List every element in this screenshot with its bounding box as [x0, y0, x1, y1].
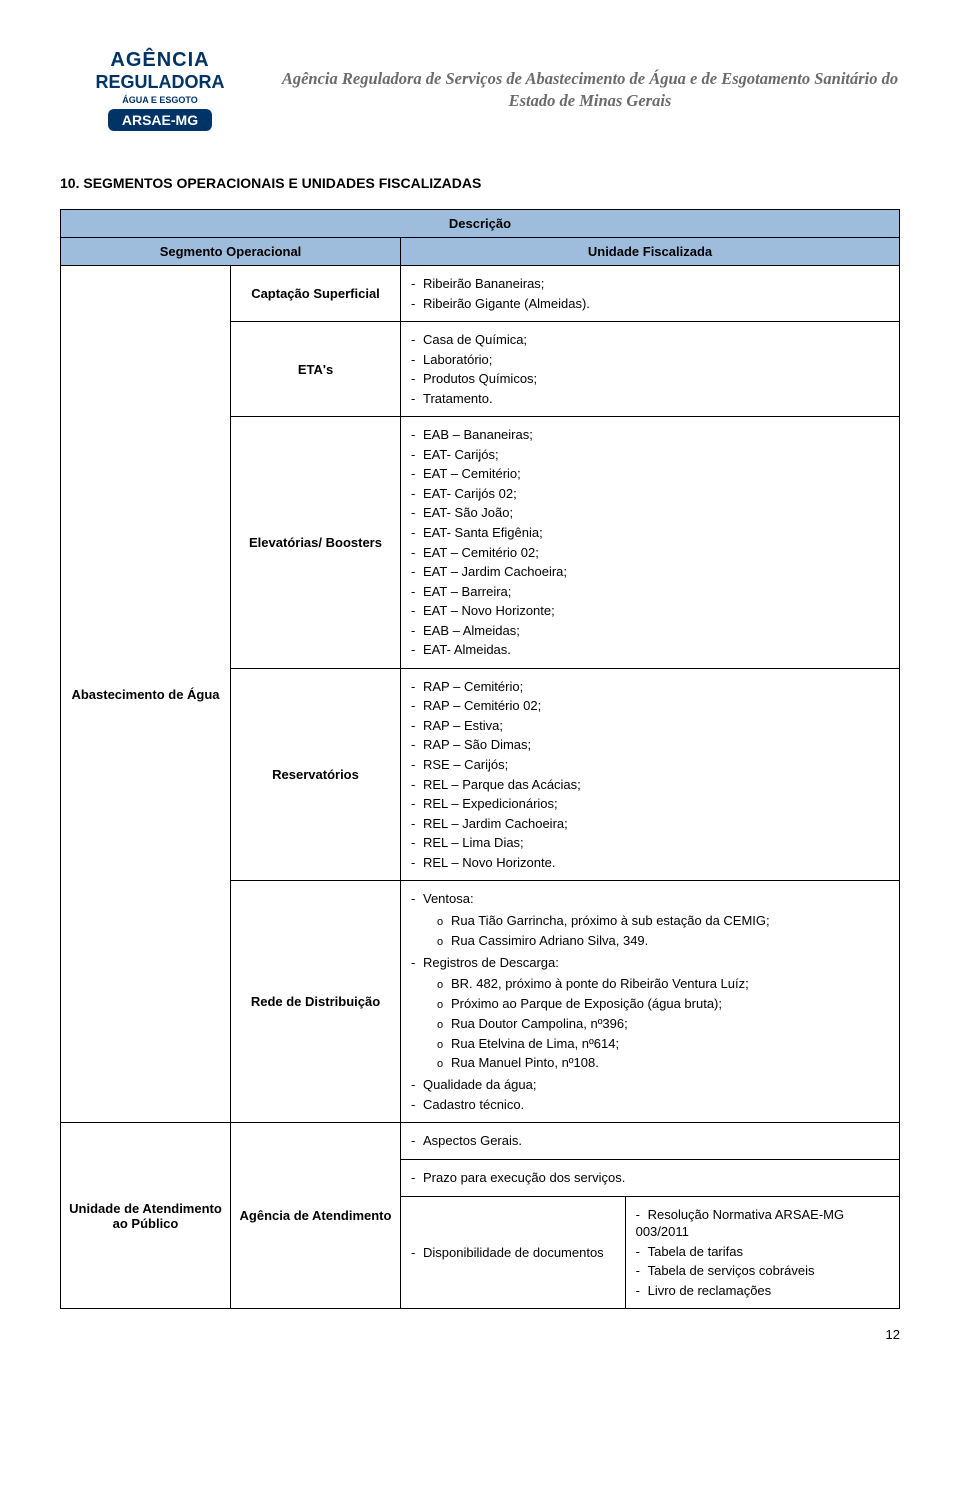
list-item: Ribeirão Bananeiras;	[411, 274, 891, 294]
list-item: Qualidade da água;	[411, 1075, 891, 1095]
seg-elevatorias: Elevatórias/ Boosters	[231, 417, 401, 669]
list-item: EAT- Carijós 02;	[411, 484, 891, 504]
list-item: RAP – Cemitério;	[411, 677, 891, 697]
unit-captacao: Ribeirão Bananeiras;Ribeirão Gigante (Al…	[401, 266, 900, 322]
prazo-item: Prazo para execução dos serviços.	[411, 1168, 891, 1188]
unit-disponibilidade: Disponibilidade de documentos Resolução …	[401, 1196, 900, 1309]
list-item: EAB – Almeidas;	[411, 621, 891, 641]
list-item: Próximo ao Parque de Exposição (água bru…	[437, 994, 891, 1014]
seg-eta: ETA's	[231, 322, 401, 417]
list-item: REL – Expedicionários;	[411, 794, 891, 814]
list-item: RAP – Estiva;	[411, 716, 891, 736]
list-item: Tratamento.	[411, 389, 891, 409]
list-item: EAT – Barreira;	[411, 582, 891, 602]
header-unidade: Unidade Fiscalizada	[401, 238, 900, 266]
list-item: Rua Cassimiro Adriano Silva, 349.	[437, 931, 891, 951]
table-header-row-1: Descrição	[61, 210, 900, 238]
unit-aspectos: Aspectos Gerais.	[401, 1123, 900, 1160]
list-item: Cadastro técnico.	[411, 1095, 891, 1115]
list-item: EAT – Jardim Cachoeira;	[411, 562, 891, 582]
table-row: Abastecimento de Água Captação Superfici…	[61, 266, 900, 322]
seg-reservatorios: Reservatórios	[231, 668, 401, 880]
header-descricao: Descrição	[61, 210, 900, 238]
disp-right: Resolução Normativa ARSAE-MG 003/2011Tab…	[625, 1197, 899, 1309]
logo-line1: AGÊNCIA	[110, 49, 209, 72]
group-label-agua: Abastecimento de Água	[61, 266, 231, 1123]
table-row: Unidade de Atendimento ao Público Agênci…	[61, 1123, 900, 1160]
seg-captacao: Captação Superficial	[231, 266, 401, 322]
list-item: REL – Parque das Acácias;	[411, 775, 891, 795]
disp-left: Disponibilidade de documentos	[401, 1197, 625, 1309]
unit-elevatorias: EAB – Bananeiras;EAT- Carijós;EAT – Cemi…	[401, 417, 900, 669]
list-item: RAP – Cemitério 02;	[411, 696, 891, 716]
unit-rede: Ventosa: Rua Tião Garrincha, próximo à s…	[401, 881, 900, 1123]
list-item: Produtos Químicos;	[411, 369, 891, 389]
list-item: Casa de Química;	[411, 330, 891, 350]
header-title: Agência Reguladora de Serviços de Abaste…	[280, 68, 900, 113]
list-item: REL – Lima Dias;	[411, 833, 891, 853]
logo-badge: ARSAE-MG	[108, 109, 212, 131]
group-label-atendimento: Unidade de Atendimento ao Público	[61, 1123, 231, 1309]
agency-logo: AGÊNCIA REGULADORA ÁGUA E ESGOTO ARSAE-M…	[60, 40, 260, 140]
list-item: EAB – Bananeiras;	[411, 425, 891, 445]
list-item: EAT- São João;	[411, 503, 891, 523]
list-item: REL – Jardim Cachoeira;	[411, 814, 891, 834]
seg-rede: Rede de Distribuição	[231, 881, 401, 1123]
unit-reservatorios: RAP – Cemitério;RAP – Cemitério 02;RAP –…	[401, 668, 900, 880]
page-number: 12	[60, 1327, 900, 1342]
unit-prazo: Prazo para execução dos serviços.	[401, 1159, 900, 1196]
list-item: EAT – Cemitério 02;	[411, 543, 891, 563]
rede-ventosa-label: Ventosa:	[411, 889, 891, 909]
list-item: EAT- Almeidas.	[411, 640, 891, 660]
list-item: Tabela de tarifas	[636, 1242, 891, 1262]
list-item: Tabela de serviços cobráveis	[636, 1261, 891, 1281]
section-title: 10. SEGMENTOS OPERACIONAIS E UNIDADES FI…	[60, 175, 900, 191]
list-item: EAT – Novo Horizonte;	[411, 601, 891, 621]
aspectos-item: Aspectos Gerais.	[411, 1131, 891, 1151]
list-item: RSE – Carijós;	[411, 755, 891, 775]
header-segmento: Segmento Operacional	[61, 238, 401, 266]
list-item: Resolução Normativa ARSAE-MG 003/2011	[636, 1205, 891, 1242]
list-item: Livro de reclamações	[636, 1281, 891, 1301]
document-header: AGÊNCIA REGULADORA ÁGUA E ESGOTO ARSAE-M…	[60, 40, 900, 140]
list-item: Rua Doutor Campolina, nº396;	[437, 1014, 891, 1034]
list-item: BR. 482, próximo à ponte do Ribeirão Ven…	[437, 974, 891, 994]
logo-line2: REGULADORA	[96, 72, 225, 93]
list-item: Rua Tião Garrincha, próximo à sub estaçã…	[437, 911, 891, 931]
seg-agencia: Agência de Atendimento	[231, 1123, 401, 1309]
disp-label: Disponibilidade de documentos	[411, 1243, 617, 1263]
list-item: Laboratório;	[411, 350, 891, 370]
list-item: Rua Manuel Pinto, nº108.	[437, 1053, 891, 1073]
list-item: EAT – Cemitério;	[411, 464, 891, 484]
rede-registros-label: Registros de Descarga:	[411, 953, 891, 973]
list-item: RAP – São Dimas;	[411, 735, 891, 755]
table-header-row-2: Segmento Operacional Unidade Fiscalizada	[61, 238, 900, 266]
segments-table: Descrição Segmento Operacional Unidade F…	[60, 209, 900, 1309]
list-item: REL – Novo Horizonte.	[411, 853, 891, 873]
list-item: EAT- Carijós;	[411, 445, 891, 465]
logo-subtitle: ÁGUA E ESGOTO	[122, 95, 198, 105]
list-item: EAT- Santa Efigênia;	[411, 523, 891, 543]
unit-eta: Casa de Química;Laboratório;Produtos Quí…	[401, 322, 900, 417]
list-item: Rua Etelvina de Lima, nº614;	[437, 1034, 891, 1054]
list-item: Ribeirão Gigante (Almeidas).	[411, 294, 891, 314]
page: AGÊNCIA REGULADORA ÁGUA E ESGOTO ARSAE-M…	[0, 0, 960, 1372]
